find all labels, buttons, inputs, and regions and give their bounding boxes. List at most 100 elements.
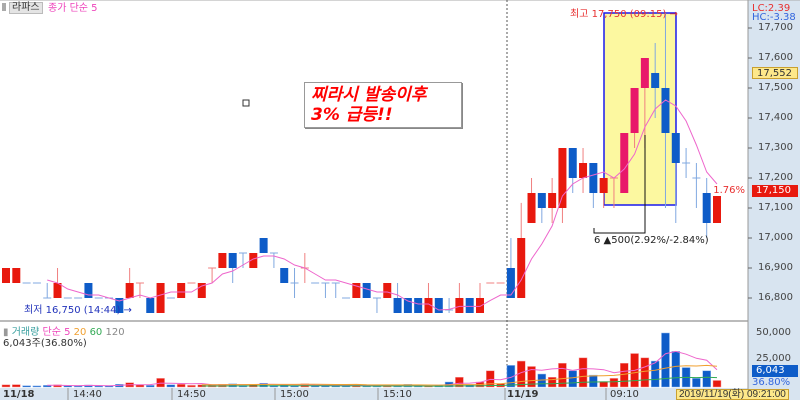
candle-body bbox=[579, 163, 588, 178]
candle-body bbox=[517, 238, 526, 298]
price-tick: 17,600 bbox=[758, 52, 793, 63]
low-marker: 최저 16,750 (14:44) → bbox=[24, 305, 132, 316]
candle-body bbox=[362, 283, 371, 298]
symbol-button[interactable]: 라파스 bbox=[9, 2, 43, 14]
volume-ma60-line bbox=[201, 376, 718, 387]
candle-body bbox=[661, 88, 670, 133]
cursor-time-tag: 2019/11/19(화) 09:21:00 bbox=[676, 389, 789, 400]
volume-ma20: 20 bbox=[73, 327, 87, 338]
volume-bar bbox=[506, 365, 516, 388]
candle-body bbox=[630, 88, 639, 133]
volume-bar bbox=[259, 382, 268, 388]
price-tick: 17,300 bbox=[758, 142, 793, 153]
candle-body bbox=[393, 298, 402, 313]
volume-bar bbox=[671, 351, 681, 388]
candle-body bbox=[228, 253, 237, 268]
candle-body bbox=[53, 283, 62, 298]
volume-bar bbox=[547, 377, 557, 388]
price-tick: 17,100 bbox=[758, 202, 793, 213]
candle-body bbox=[414, 298, 423, 313]
volume-bar bbox=[578, 357, 588, 388]
volume-tick: 25,000 bbox=[756, 353, 791, 364]
price-tick: 17,500 bbox=[758, 82, 793, 93]
volume-bar bbox=[702, 370, 711, 388]
volume-bar bbox=[527, 366, 536, 388]
time-label: 14:40 bbox=[73, 389, 102, 400]
candle-body bbox=[640, 58, 649, 88]
range-marker: 6 ▲500(2.92%/-2.84%) bbox=[594, 235, 709, 246]
volume-bar bbox=[589, 374, 598, 388]
current-volume-pct: 36.80% bbox=[752, 377, 791, 388]
volume-title: 거래량 bbox=[11, 327, 40, 338]
candle-body bbox=[2, 268, 10, 283]
volume-bar bbox=[176, 384, 186, 388]
volume-bar bbox=[568, 370, 577, 388]
price-tick: 16,900 bbox=[758, 262, 793, 273]
price-ma5-line bbox=[47, 99, 718, 311]
candle-body bbox=[84, 283, 93, 298]
candle-body bbox=[249, 253, 258, 268]
price-tick: 17,700 bbox=[758, 22, 793, 33]
volume-bar bbox=[187, 385, 196, 388]
candle-body bbox=[465, 298, 474, 313]
price-tick: 17,000 bbox=[758, 232, 793, 243]
candle-body bbox=[12, 268, 21, 283]
candle-body bbox=[713, 193, 721, 223]
volume-ma120: 120 bbox=[105, 327, 125, 338]
current-volume-tag: 6,043 bbox=[752, 365, 798, 377]
volume-bar bbox=[558, 362, 567, 388]
volume-bar bbox=[146, 385, 155, 388]
candle-body bbox=[280, 268, 289, 283]
volume-bar bbox=[166, 384, 176, 388]
range-bracket bbox=[593, 135, 646, 234]
current-price-tag: 17,150 bbox=[752, 185, 798, 197]
volume-bar bbox=[712, 380, 722, 388]
volume-bar bbox=[650, 360, 660, 388]
candle-body bbox=[352, 283, 361, 298]
time-label: 15:00 bbox=[280, 389, 309, 400]
candle-body bbox=[197, 283, 206, 298]
candle-body bbox=[434, 298, 443, 313]
candle-body bbox=[620, 133, 629, 193]
candle-body bbox=[702, 193, 711, 223]
candle-body bbox=[383, 283, 392, 298]
candle-body bbox=[218, 253, 227, 268]
price-tick: 17,400 bbox=[758, 112, 793, 123]
candle-body bbox=[506, 268, 515, 298]
candle-body bbox=[115, 298, 124, 313]
price-tick: 17,200 bbox=[758, 172, 793, 183]
volume-ma5: 단순 5 bbox=[42, 327, 71, 338]
candle-body bbox=[599, 178, 608, 193]
candle-body bbox=[537, 193, 546, 208]
candle-body bbox=[476, 298, 484, 313]
volume-legend: ▮ 거래량 단순 5 20 60 120 bbox=[3, 327, 125, 338]
candle-body bbox=[146, 298, 155, 313]
candle-body bbox=[424, 298, 433, 313]
volume-bar bbox=[692, 378, 701, 388]
volume-ma20-line bbox=[201, 364, 718, 386]
annotation-textbox[interactable]: 찌라시 발송이후 3% 급등!! bbox=[304, 82, 462, 128]
candle-body bbox=[651, 73, 660, 88]
anchor-handle bbox=[242, 99, 250, 107]
volume-bar bbox=[94, 385, 103, 388]
candle-body bbox=[177, 283, 186, 298]
ma-legend: 종가 단순 5 bbox=[48, 3, 98, 14]
volume-bar bbox=[32, 385, 42, 388]
candle-body bbox=[568, 148, 577, 178]
volume-summary: 6,043주(36.80%) bbox=[3, 338, 87, 349]
annotation-line2: 3% 급등!! bbox=[311, 105, 393, 125]
volume-bar bbox=[620, 362, 629, 388]
candle-body bbox=[156, 283, 165, 313]
volume-bar bbox=[12, 384, 21, 388]
candle-body bbox=[455, 298, 464, 313]
candle-body bbox=[527, 193, 536, 223]
time-axis-bg bbox=[0, 388, 748, 400]
candle-body bbox=[548, 193, 557, 208]
candle-body bbox=[558, 148, 567, 208]
time-label: 14:50 bbox=[177, 389, 206, 400]
candle-body bbox=[259, 238, 268, 253]
candle-body bbox=[403, 298, 412, 313]
current-change: 1.76% bbox=[712, 185, 746, 196]
time-label: 15:10 bbox=[383, 389, 412, 400]
